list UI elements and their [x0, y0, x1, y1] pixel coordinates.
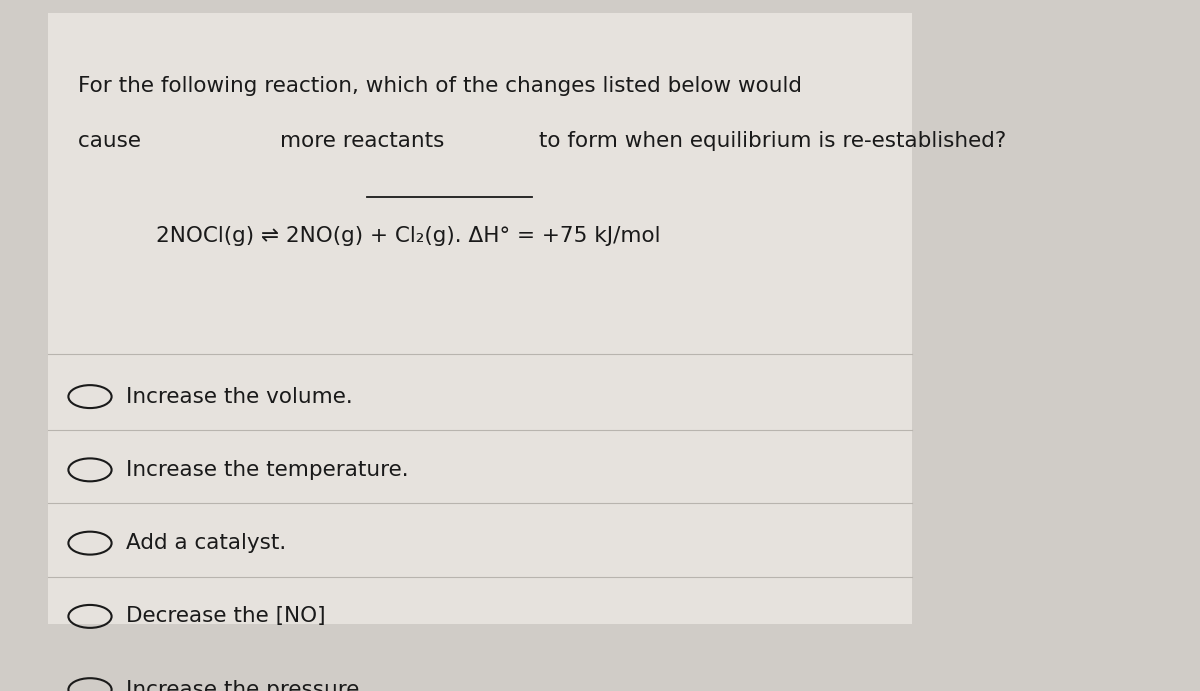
Text: 2NOCl(g) ⇌ 2NO(g) + Cl₂(g). ΔH° = +75 kJ/mol: 2NOCl(g) ⇌ 2NO(g) + Cl₂(g). ΔH° = +75 kJ… — [156, 226, 660, 246]
Text: Increase the pressure.: Increase the pressure. — [126, 680, 366, 691]
Text: For the following reaction, which of the changes listed below would: For the following reaction, which of the… — [78, 77, 802, 97]
Text: Add a catalyst.: Add a catalyst. — [126, 533, 287, 553]
Text: to form when equilibrium is re-established?: to form when equilibrium is re-establish… — [532, 131, 1006, 151]
Text: Decrease the [NO]: Decrease the [NO] — [126, 607, 325, 627]
Text: Increase the volume.: Increase the volume. — [126, 386, 353, 406]
Text: Increase the temperature.: Increase the temperature. — [126, 460, 409, 480]
FancyBboxPatch shape — [48, 12, 912, 625]
Text: more reactants: more reactants — [281, 131, 445, 151]
Text: cause: cause — [78, 131, 148, 151]
